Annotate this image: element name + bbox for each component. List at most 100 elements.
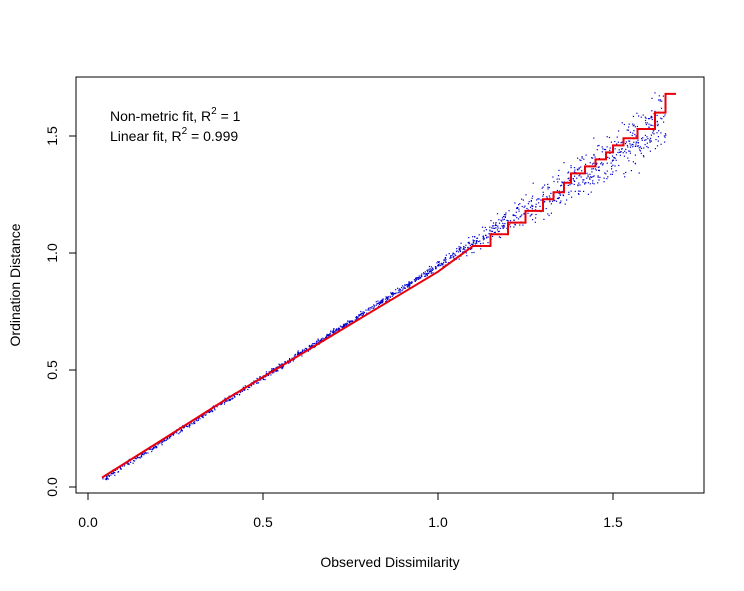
data-point <box>612 159 615 161</box>
data-point <box>166 438 168 440</box>
data-point <box>625 141 627 143</box>
data-point <box>367 309 369 311</box>
data-point <box>212 410 214 412</box>
data-point <box>478 234 480 236</box>
data-point <box>459 248 461 251</box>
data-point <box>380 300 382 302</box>
data-point <box>628 150 630 152</box>
data-point <box>606 178 608 180</box>
data-point <box>441 264 443 266</box>
data-point <box>543 218 545 220</box>
data-point <box>579 159 581 161</box>
data-point <box>549 201 551 203</box>
data-point <box>132 462 134 464</box>
data-point <box>301 355 303 357</box>
data-point <box>381 299 383 301</box>
data-point <box>435 267 437 269</box>
data-point <box>480 243 482 245</box>
data-point <box>344 323 347 325</box>
data-point <box>474 236 476 238</box>
data-point <box>189 424 191 426</box>
data-point <box>453 252 455 255</box>
data-point <box>241 390 243 392</box>
data-point <box>134 460 136 462</box>
data-point <box>582 181 584 183</box>
data-point <box>472 236 474 238</box>
data-point <box>593 175 595 177</box>
data-point <box>389 296 391 298</box>
data-point <box>264 379 266 381</box>
data-point <box>387 296 389 298</box>
data-point <box>499 236 502 239</box>
x-axis: 0.0 0.5 1.0 1.5 <box>78 493 623 530</box>
data-point <box>497 225 499 227</box>
data-point <box>147 452 149 454</box>
data-point <box>646 142 648 144</box>
data-point <box>440 262 443 264</box>
data-point <box>389 295 391 297</box>
data-point <box>592 157 594 159</box>
data-point <box>503 218 505 220</box>
data-point <box>605 173 607 175</box>
data-point <box>365 309 367 311</box>
data-point <box>587 174 589 176</box>
data-point <box>614 157 616 159</box>
data-point <box>659 99 661 101</box>
points-layer <box>102 92 667 481</box>
data-point <box>568 177 570 179</box>
data-point <box>313 343 315 345</box>
data-point <box>380 301 382 304</box>
data-point <box>591 168 593 170</box>
data-point <box>267 374 270 376</box>
data-point <box>344 323 346 325</box>
data-point <box>474 243 476 245</box>
data-point <box>632 132 634 134</box>
data-point <box>631 143 633 145</box>
data-point <box>659 100 661 102</box>
data-point <box>573 167 576 169</box>
data-point <box>347 320 349 322</box>
data-point <box>634 162 637 164</box>
data-point <box>335 329 338 331</box>
data-point <box>145 452 147 454</box>
data-point <box>487 236 489 238</box>
data-point <box>576 177 578 179</box>
data-point <box>611 160 613 162</box>
data-point <box>272 368 274 370</box>
data-point <box>442 263 444 265</box>
data-point <box>301 349 304 351</box>
data-point <box>438 265 440 267</box>
data-point <box>613 156 615 159</box>
data-point <box>648 118 650 120</box>
data-point <box>297 350 299 352</box>
data-point <box>384 298 387 300</box>
data-point <box>137 457 139 459</box>
data-point <box>403 286 405 288</box>
data-point <box>660 117 662 119</box>
legend-line-2-sup: 2 <box>182 126 188 137</box>
data-point <box>629 140 631 142</box>
data-point <box>426 269 428 271</box>
data-point <box>111 472 113 474</box>
data-point <box>480 248 482 250</box>
data-point <box>163 440 165 442</box>
data-point <box>438 261 440 263</box>
data-point <box>187 426 189 428</box>
data-point <box>538 202 540 204</box>
data-point <box>234 396 236 398</box>
data-point <box>386 299 389 301</box>
data-point <box>570 167 572 169</box>
data-point <box>425 273 427 275</box>
data-point <box>535 213 537 216</box>
data-point <box>284 361 286 363</box>
data-point <box>590 176 592 178</box>
data-point <box>424 275 427 277</box>
data-point <box>419 276 421 278</box>
data-point <box>197 418 199 420</box>
data-point <box>320 338 322 340</box>
data-point <box>485 229 487 231</box>
data-point <box>106 477 109 479</box>
data-point <box>381 300 383 302</box>
y-tick-label: 0.5 <box>44 360 60 380</box>
